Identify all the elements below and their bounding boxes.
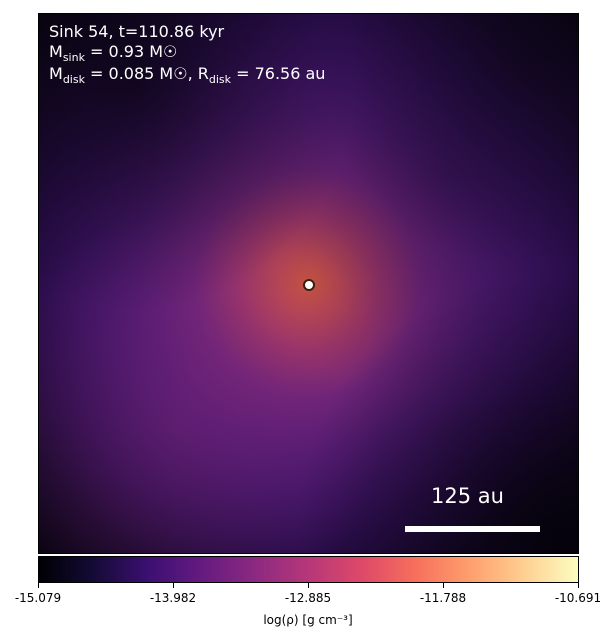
- colorbar-tick-label: -10.691: [554, 591, 602, 605]
- colorbar-tick-label: -15.079: [14, 591, 62, 605]
- scale-bar: [405, 526, 540, 532]
- colorbar-tick-label: -13.982: [149, 591, 197, 605]
- sink-mass-symbol: M: [49, 42, 63, 61]
- disk-radius-subscript: disk: [208, 73, 232, 86]
- scale-bar-label: 125 au: [431, 484, 504, 508]
- colorbar-tick-label: -11.788: [419, 591, 467, 605]
- colorbar-tick-label: -12.885: [284, 591, 332, 605]
- disk-radius-symbol: R: [197, 64, 209, 83]
- sink-mass-line: Msink = 0.93 M☉: [49, 42, 325, 64]
- disk-line: Mdisk = 0.085 M☉, Rdisk = 76.56 au: [49, 64, 325, 86]
- colorbar-tick: [443, 583, 444, 588]
- disk-mass-symbol: M: [49, 64, 63, 83]
- sink-title: Sink 54, t=110.86 kyr: [49, 22, 225, 41]
- simulation-info: Sink 54, t=110.86 kyr Msink = 0.93 M☉ Md…: [49, 22, 325, 86]
- density-colorbar: [38, 556, 579, 583]
- disk-mass-subscript: disk: [62, 73, 85, 86]
- sink-particle-marker: [303, 279, 315, 291]
- colorbar-label: log(ρ) [g cm⁻³]: [263, 613, 353, 627]
- colorbar-tick: [173, 583, 174, 588]
- disk-mass-value: = 0.085 M☉,: [84, 64, 198, 83]
- colorbar-tick: [578, 583, 579, 588]
- disk-radius-value: = 76.56 au: [231, 64, 326, 83]
- density-map-panel: Sink 54, t=110.86 kyr Msink = 0.93 M☉ Md…: [38, 13, 579, 554]
- colorbar-tick: [38, 583, 39, 588]
- sink-mass-subscript: sink: [62, 51, 85, 64]
- sink-mass-value: = 0.93 M☉: [84, 42, 178, 61]
- colorbar-tick: [308, 583, 309, 588]
